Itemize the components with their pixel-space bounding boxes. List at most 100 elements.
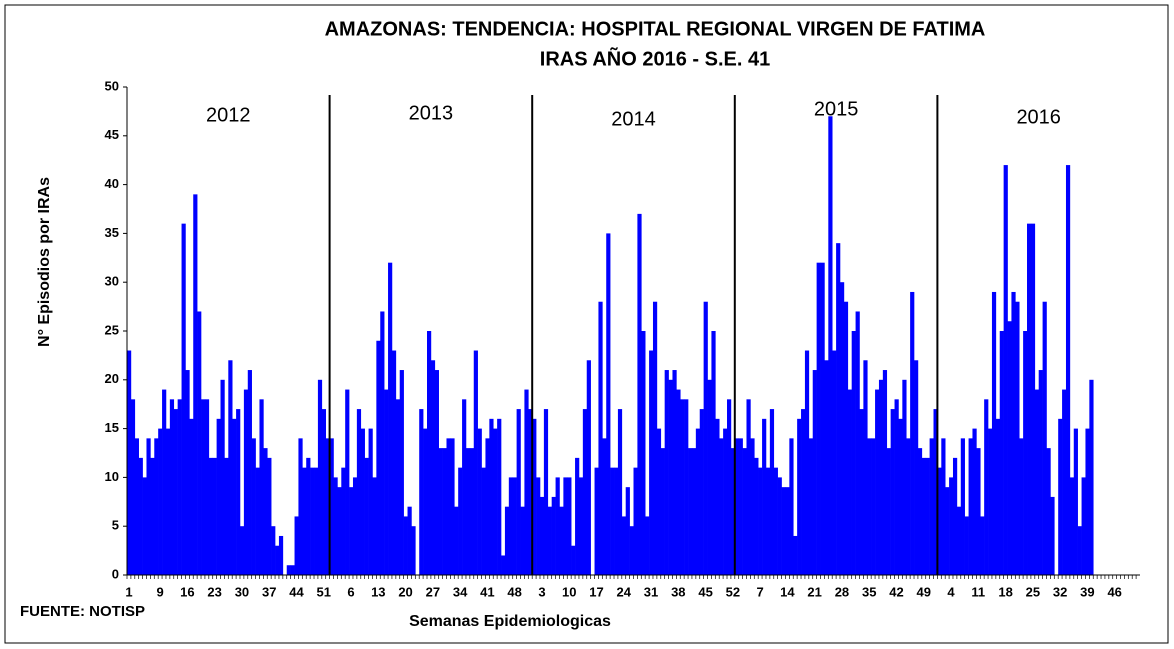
bar (789, 438, 794, 575)
bar (298, 438, 303, 575)
bar (937, 467, 942, 575)
bar (356, 409, 362, 575)
bar (403, 516, 408, 575)
bar (773, 467, 778, 575)
bar (660, 448, 665, 575)
x-tick-label: 10 (562, 584, 576, 599)
bar (329, 438, 334, 575)
bar (863, 360, 868, 575)
bar (317, 379, 323, 575)
bar (1089, 379, 1094, 575)
bar (839, 282, 845, 575)
bar (1042, 301, 1047, 575)
bar (243, 389, 249, 575)
y-tick-label: 0 (112, 566, 119, 581)
bar (134, 438, 139, 575)
bar (465, 448, 471, 575)
bar (680, 399, 685, 575)
bar (664, 370, 669, 575)
bar (621, 516, 627, 575)
bar (910, 291, 915, 575)
bar (836, 243, 841, 575)
bar (1007, 321, 1012, 575)
bar (875, 389, 880, 575)
bar (723, 428, 728, 575)
bar (559, 506, 564, 575)
x-tick-label: 37 (262, 584, 276, 599)
bar (898, 418, 903, 575)
bar (960, 438, 965, 575)
bar (991, 291, 997, 575)
bar (882, 370, 888, 575)
x-tick-label: 7 (757, 584, 764, 599)
bar (255, 467, 260, 575)
bar (867, 438, 872, 575)
bar (201, 399, 206, 575)
y-tick-label: 25 (105, 322, 119, 337)
bar (169, 399, 175, 575)
bar (1065, 165, 1071, 575)
bar (945, 487, 950, 575)
bar (859, 409, 864, 575)
bar (536, 477, 541, 575)
bar (606, 233, 611, 575)
bar (306, 457, 311, 575)
bar (302, 467, 307, 575)
bar (427, 331, 432, 575)
bar (972, 428, 977, 575)
bar (742, 448, 747, 575)
bar (193, 194, 198, 576)
bar (173, 409, 178, 575)
bar (563, 477, 568, 575)
bar (501, 555, 506, 575)
bar (1085, 428, 1090, 575)
bar (130, 399, 136, 575)
bar (843, 301, 849, 575)
bar (1069, 477, 1075, 575)
y-tick-label: 15 (105, 420, 119, 435)
bar (185, 370, 190, 575)
bar (793, 535, 798, 575)
x-tick-label: 20 (398, 584, 412, 599)
bar (399, 370, 404, 575)
bar (703, 301, 708, 575)
bar (929, 438, 934, 575)
bar (462, 399, 467, 575)
bar (917, 448, 923, 575)
bar (980, 516, 985, 575)
bar (181, 223, 186, 575)
bar (543, 409, 549, 575)
bar (847, 389, 852, 575)
x-tick-label: 23 (207, 584, 221, 599)
bar (239, 526, 245, 575)
bar (769, 409, 775, 575)
bar (738, 438, 743, 575)
bar (532, 418, 537, 575)
bar (691, 448, 697, 575)
bar (672, 370, 677, 575)
bar (933, 409, 938, 575)
x-tick-label: 9 (157, 584, 164, 599)
bar (851, 331, 856, 575)
bar (1046, 448, 1051, 575)
bar (368, 428, 373, 575)
bar (871, 438, 876, 575)
bar (551, 496, 556, 575)
x-tick-label: 28 (835, 584, 849, 599)
x-tick-label: 45 (698, 584, 712, 599)
bar (598, 301, 603, 575)
bar (524, 389, 529, 575)
bar (1015, 301, 1020, 575)
bar (220, 379, 225, 575)
bar (493, 428, 498, 575)
bar (263, 448, 268, 575)
bar (652, 301, 658, 575)
bar (497, 418, 502, 575)
bar (380, 311, 385, 575)
x-tick-label: 6 (347, 584, 354, 599)
bar (539, 496, 545, 575)
bar (477, 428, 482, 575)
bar (1030, 223, 1036, 575)
bar (602, 438, 607, 575)
